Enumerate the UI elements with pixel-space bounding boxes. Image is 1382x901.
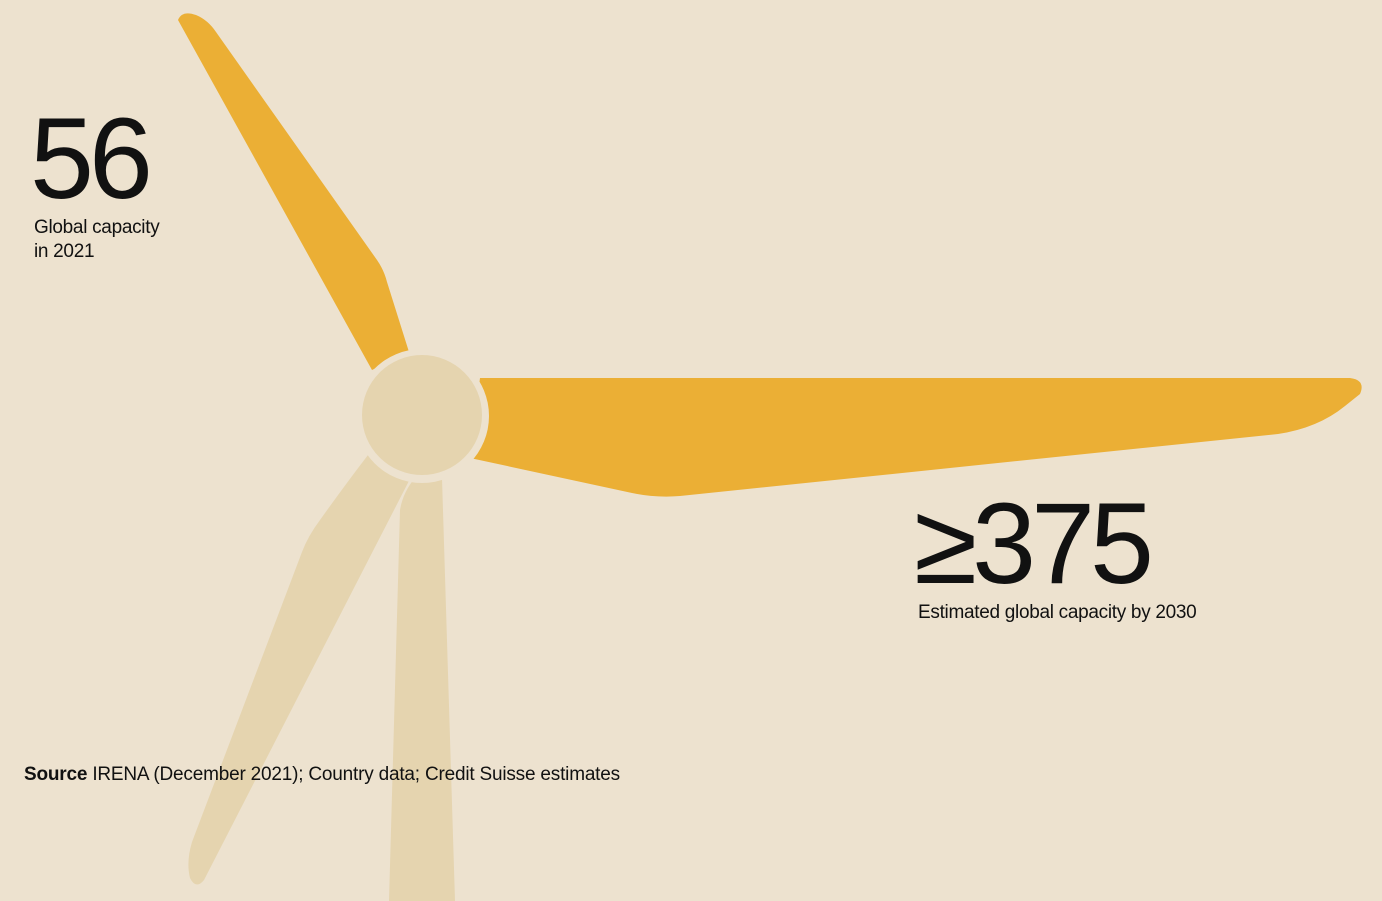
stat-label-line: in 2021 [34, 241, 95, 262]
stat-label: Global capacity in 2021 [34, 216, 160, 264]
source-text: IRENA (December 2021); Country data; Cre… [92, 764, 620, 785]
turbine-hub-inner [362, 355, 482, 475]
stat-value: 56 [30, 95, 153, 223]
turbine-right-blade [470, 378, 1362, 497]
source-label: Source [24, 764, 88, 785]
stat-capacity-2021: 56 Global capacity in 2021 [30, 95, 160, 264]
source-note: Source IRENA (December 2021); Country da… [24, 764, 620, 786]
turbine-lower-left-blade [188, 455, 412, 885]
turbine-tower-blade [389, 478, 455, 901]
stat-capacity-2030: ≥375 Estimated global capacity by 2030 [914, 487, 1197, 625]
turbine-upper-left-blade [178, 13, 409, 370]
stat-label-line: Global capacity [34, 217, 160, 238]
stat-value: ≥375 [914, 480, 1154, 608]
stat-label: Estimated global capacity by 2030 [918, 602, 1197, 623]
